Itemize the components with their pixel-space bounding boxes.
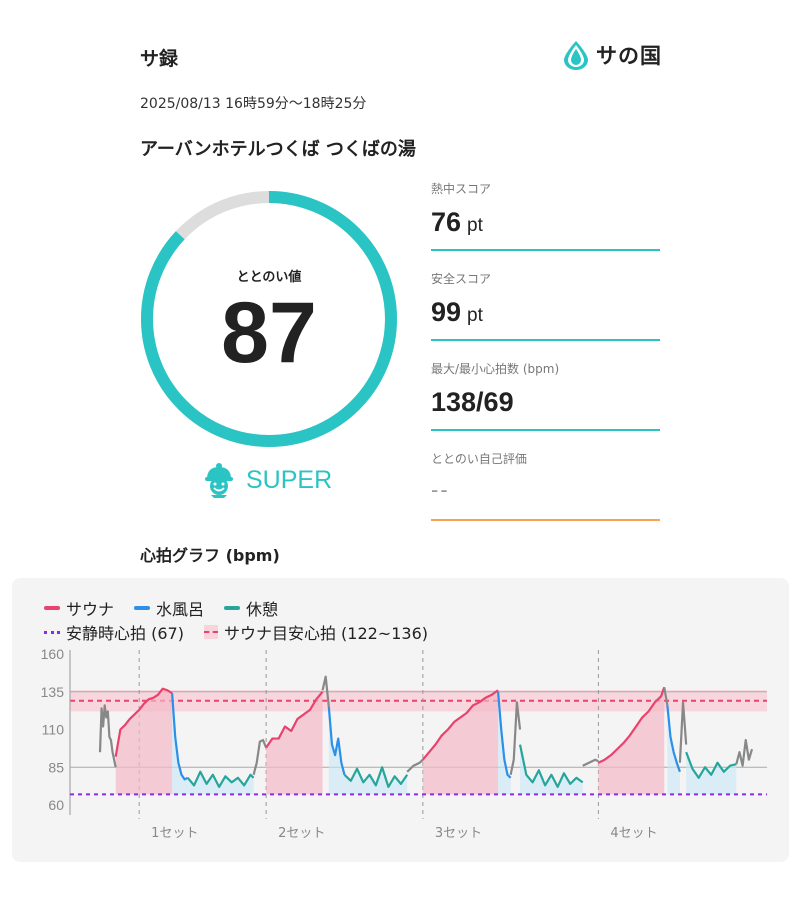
gauge-label: ととのい値 bbox=[236, 270, 302, 285]
series-line-idle bbox=[735, 738, 754, 767]
series-line-idle bbox=[582, 758, 599, 767]
series-line-idle bbox=[663, 687, 669, 706]
legend-resting-hr: 安静時心拍 (67) bbox=[44, 620, 184, 644]
graph-title: 心拍グラフ (bpm) bbox=[140, 546, 280, 565]
sauna-hat-mascot-icon bbox=[205, 463, 233, 498]
y-tick-label: 85 bbox=[48, 759, 64, 775]
divider bbox=[431, 249, 660, 251]
safety-score-value-row: 99 pt bbox=[431, 297, 660, 331]
heat-score-unit: pt bbox=[467, 215, 483, 236]
series-line-idle bbox=[509, 701, 522, 776]
divider bbox=[431, 519, 660, 521]
heart-rate-range-value: 138/69 bbox=[431, 387, 514, 417]
heat-score: 熱中スコア 76 pt bbox=[431, 180, 660, 251]
self-evaluation-label: ととのい自己評価 bbox=[431, 452, 527, 466]
target-hr-band bbox=[70, 690, 767, 712]
y-tick-label: 160 bbox=[41, 646, 65, 662]
rank-badge: SUPER bbox=[202, 462, 332, 498]
series-line-idle bbox=[406, 758, 424, 773]
phase-area-cold bbox=[667, 705, 680, 795]
heart-rate-range-label: 最大/最小心拍数 (bpm) bbox=[431, 362, 560, 376]
y-tick-label: 60 bbox=[48, 797, 64, 813]
phase-area-cold bbox=[172, 693, 188, 795]
legend-row-1: サウナ 水風呂 休憩 bbox=[44, 596, 278, 620]
set-label: 1セット bbox=[151, 826, 198, 841]
phase-area-sauna bbox=[115, 688, 173, 795]
safety-score: 安全スコア 99 pt bbox=[431, 270, 660, 341]
phase-area-rest bbox=[686, 752, 737, 795]
app-title: サ録 bbox=[140, 48, 179, 70]
divider bbox=[431, 429, 660, 431]
gauge-progress bbox=[141, 191, 397, 447]
heat-score-value: 76 bbox=[431, 207, 462, 237]
heart-rate-range: 最大/最小心拍数 (bpm) 138/69 bbox=[431, 360, 660, 431]
phase-area-sauna bbox=[422, 690, 499, 795]
series-line-sauna bbox=[265, 691, 324, 749]
series-line-cold bbox=[666, 705, 681, 773]
series-line-sauna bbox=[422, 689, 499, 761]
totonoi-gauge bbox=[141, 191, 397, 447]
phase-area-sauna bbox=[598, 687, 665, 795]
legend-sauna: サウナ bbox=[44, 596, 114, 620]
phase-area-rest bbox=[344, 767, 408, 795]
legend-row-2: 安静時心拍 (67) サウナ目安心拍 (122~136) bbox=[44, 620, 428, 644]
rank-text: SUPER bbox=[246, 465, 333, 494]
series-line-idle bbox=[252, 738, 268, 776]
series-line-sauna bbox=[597, 686, 666, 764]
heat-score-label: 熱中スコア bbox=[431, 182, 492, 196]
legend-cold-bath: 水風呂 bbox=[134, 596, 204, 620]
legend-target-hr: サウナ目安心拍 (122~136) bbox=[203, 620, 428, 644]
facility-name: アーバンホテルつくば つくばの湯 bbox=[140, 139, 416, 160]
series-line-rest bbox=[186, 770, 255, 788]
logo-text: サの国 bbox=[596, 44, 662, 68]
series-line-cold bbox=[327, 706, 346, 776]
self-evaluation-value[interactable]: -- bbox=[431, 477, 450, 502]
series-line-cold bbox=[170, 693, 189, 781]
series-line-rest bbox=[685, 751, 737, 779]
phase-area-rest bbox=[187, 771, 254, 795]
series-line-idle bbox=[321, 675, 330, 707]
set-label: 4セット bbox=[610, 826, 657, 841]
series-line-idle bbox=[98, 704, 117, 768]
heart-rate-chart: 160 135 110 85 60 1セット 2セット 3セット 4セット bbox=[41, 646, 767, 841]
series-line-rest bbox=[343, 766, 409, 788]
phase-area-rest bbox=[520, 744, 583, 795]
set-label: 3セット bbox=[435, 826, 482, 841]
safety-score-value: 99 bbox=[431, 297, 462, 327]
safety-score-unit: pt bbox=[467, 305, 483, 326]
series-line-sauna bbox=[114, 687, 173, 757]
heat-score-value-row: 76 pt bbox=[431, 207, 660, 241]
series-line-rest bbox=[518, 744, 584, 788]
session-datetime: 2025/08/13 16時59分〜18時25分 bbox=[140, 96, 367, 112]
gauge-value: 87 bbox=[221, 285, 317, 381]
legend-rest: 休憩 bbox=[224, 596, 278, 620]
phase-area-sauna bbox=[266, 691, 323, 795]
safety-score-label: 安全スコア bbox=[431, 272, 492, 286]
y-tick-label: 135 bbox=[41, 684, 65, 700]
self-evaluation[interactable]: ととのい自己評価 -- bbox=[431, 450, 660, 521]
phase-area-cold bbox=[498, 691, 511, 795]
divider bbox=[431, 339, 660, 341]
sanokuni-logo: サの国 bbox=[562, 40, 662, 70]
water-drop-icon bbox=[564, 41, 588, 70]
series-line-cold bbox=[496, 691, 512, 779]
series-line-idle bbox=[678, 701, 688, 763]
y-tick-label: 110 bbox=[42, 722, 65, 738]
set-label: 2セット bbox=[278, 826, 325, 841]
